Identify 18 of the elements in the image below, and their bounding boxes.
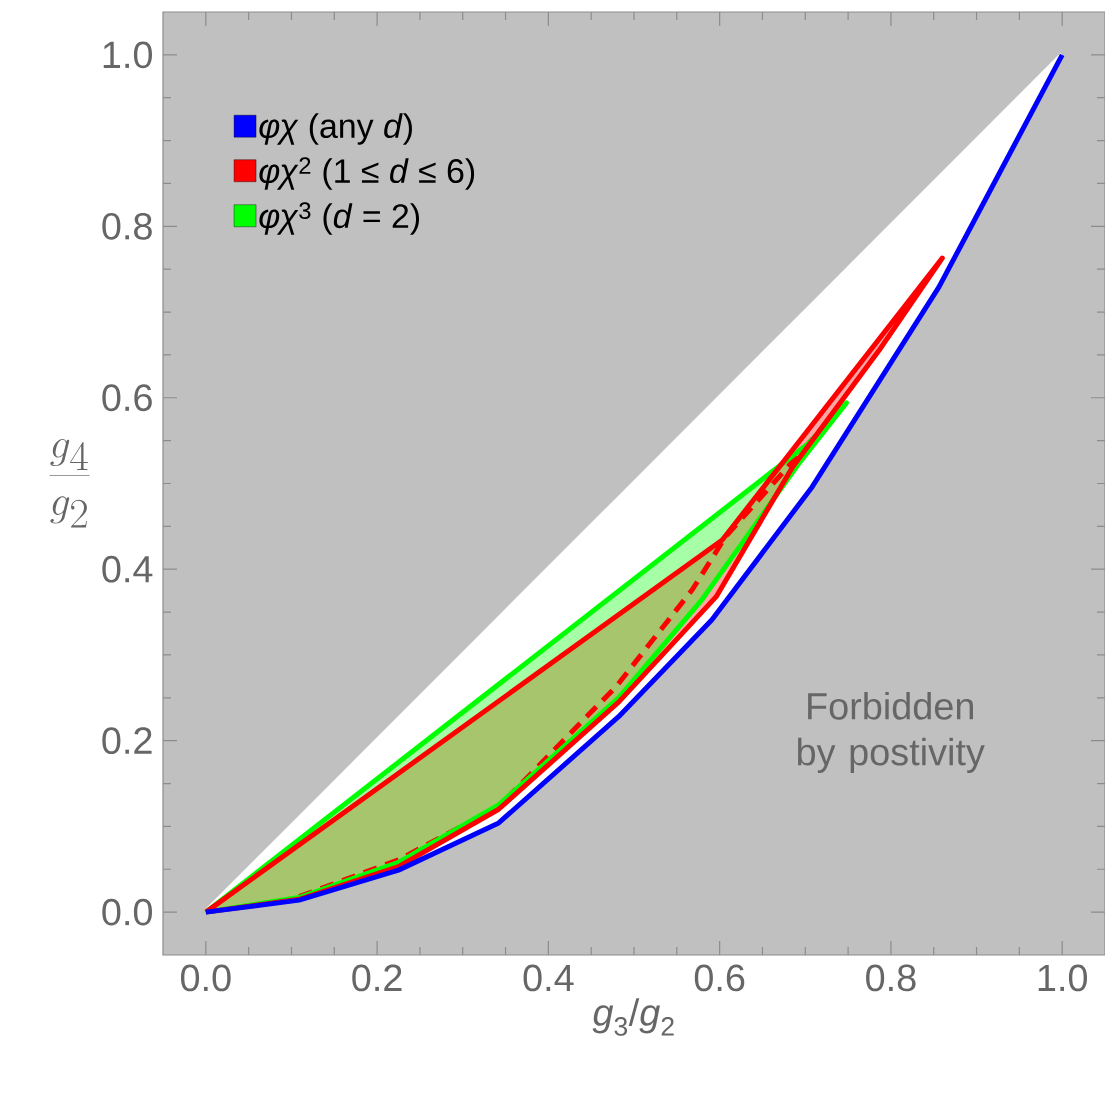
y-tick-label: 0.4 (102, 555, 153, 583)
x-tick-label: 1.0 (1038, 964, 1088, 992)
y-tick-label: 1.0 (103, 41, 153, 69)
x-tick-label: 0.6 (694, 964, 745, 992)
legend-label: φχ$^{2}$ (1 ≤ d ≤ 6) (259, 157, 475, 190)
y-tick-label: 0.2 (102, 727, 152, 755)
x-axis-title: g$_{3}$/g$_{2}$ (592, 998, 674, 1036)
x-tick-label: 0.0 (180, 964, 231, 992)
legend-label: φχ (any d) (259, 113, 412, 145)
y-tick-label: 0.0 (102, 898, 153, 926)
legend-label: φχ$^{3}$ (d = 2) (259, 202, 419, 235)
y-axis-title: $\frac{g_4}{g_2}$ (49, 438, 90, 528)
x-tick-label: 0.4 (523, 964, 574, 992)
x-tick-label: 0.2 (352, 964, 402, 992)
y-tick-label: 0.8 (102, 212, 152, 240)
y-tick-label: 0.6 (102, 384, 152, 412)
annotation: Forbidden by postivity (797, 691, 985, 774)
x-tick-label: 0.8 (866, 964, 916, 992)
